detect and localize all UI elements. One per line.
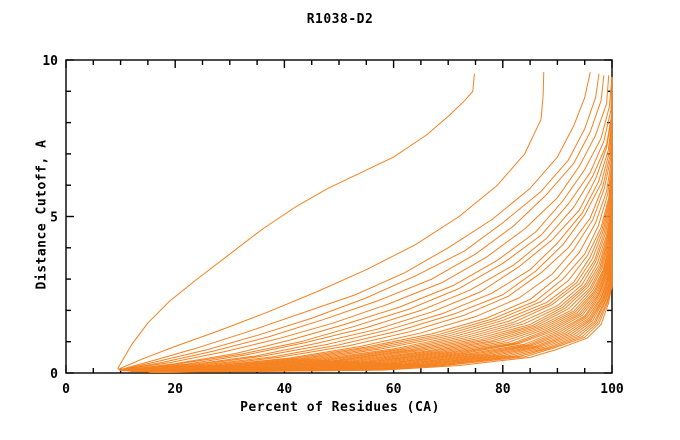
x-axis-label: Percent of Residues (CA) <box>240 400 440 415</box>
y-tick-label: 10 <box>42 54 58 69</box>
series-line <box>138 103 613 372</box>
series-line <box>120 75 610 371</box>
series-line <box>122 78 613 371</box>
series-line <box>125 82 613 371</box>
series-line <box>119 76 613 371</box>
series-line <box>123 89 613 372</box>
series-line <box>121 75 605 371</box>
series-line <box>117 73 475 369</box>
x-tick-label: 80 <box>495 382 511 397</box>
series-line <box>135 104 613 372</box>
series-line <box>126 86 613 372</box>
series-line <box>120 73 600 371</box>
series-line <box>149 118 613 373</box>
x-tick-label: 100 <box>600 382 624 397</box>
x-tick-label: 40 <box>277 382 293 397</box>
series-line <box>122 84 613 372</box>
y-tick-label: 0 <box>50 367 58 382</box>
series-line <box>120 79 613 371</box>
chart-title: R1038-D2 <box>306 12 374 27</box>
series-line <box>121 78 613 371</box>
y-tick-label: 5 <box>50 211 58 226</box>
x-tick-label: 0 <box>62 382 70 397</box>
x-tick-label: 60 <box>386 382 402 397</box>
series-line <box>119 72 591 371</box>
series-line <box>146 120 613 373</box>
y-axis-label: Distance Cutoff, A <box>34 139 50 290</box>
series-group <box>117 72 613 373</box>
series-line <box>124 81 613 371</box>
series-line <box>128 87 613 372</box>
series-line <box>117 72 545 370</box>
series-line <box>161 158 613 373</box>
series-line <box>156 128 613 373</box>
x-tick-label: 20 <box>167 382 183 397</box>
series-line <box>150 126 613 373</box>
series-line <box>153 125 613 373</box>
